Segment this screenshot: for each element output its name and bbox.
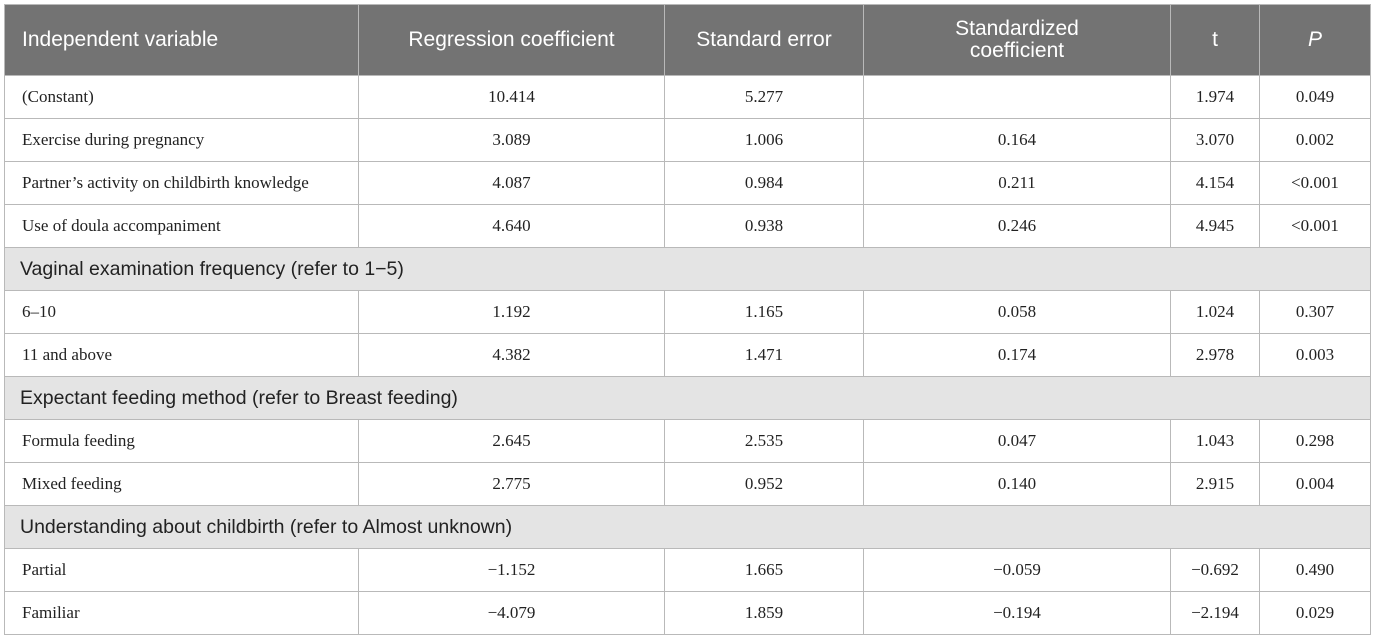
cell-standard-error: 0.952 bbox=[664, 462, 864, 506]
cell-p: 0.002 bbox=[1259, 118, 1371, 162]
cell-variable: Mixed feeding bbox=[4, 462, 359, 506]
cell-t: −2.194 bbox=[1170, 591, 1260, 635]
cell-t: 2.915 bbox=[1170, 462, 1260, 506]
cell-regression-coefficient: 2.775 bbox=[358, 462, 665, 506]
table-row: Formula feeding 2.645 2.535 0.047 1.043 0.298 bbox=[4, 419, 1371, 463]
cell-variable: Partial bbox=[4, 548, 359, 592]
cell-p: 0.004 bbox=[1259, 462, 1371, 506]
cell-p: 0.490 bbox=[1259, 548, 1371, 592]
cell-standard-error: 1.006 bbox=[664, 118, 864, 162]
table-row: Familiar −4.079 1.859 −0.194 −2.194 0.029 bbox=[4, 591, 1371, 635]
header-regression-coefficient: Regression coefficient bbox=[358, 4, 665, 76]
header-t: t bbox=[1170, 4, 1260, 76]
cell-p: 0.307 bbox=[1259, 290, 1371, 334]
cell-standard-error: 1.165 bbox=[664, 290, 864, 334]
cell-p: 0.029 bbox=[1259, 591, 1371, 635]
cell-regression-coefficient: −1.152 bbox=[358, 548, 665, 592]
cell-standardized-coefficient: 0.211 bbox=[863, 161, 1171, 205]
table-row: Use of doula accompaniment 4.640 0.938 0.24… bbox=[4, 204, 1371, 248]
cell-standardized-coefficient: 0.246 bbox=[863, 204, 1171, 248]
cell-variable: Formula feeding bbox=[4, 419, 359, 463]
table-row: Mixed feeding 2.775 0.952 0.140 2.915 0.004 bbox=[4, 462, 1371, 506]
cell-t: 1.043 bbox=[1170, 419, 1260, 463]
cell-t: 4.154 bbox=[1170, 161, 1260, 205]
header-p: P bbox=[1259, 4, 1371, 76]
cell-variable: Exercise during pregnancy bbox=[4, 118, 359, 162]
cell-regression-coefficient: 4.087 bbox=[358, 161, 665, 205]
cell-p: 0.298 bbox=[1259, 419, 1371, 463]
cell-standard-error: 1.471 bbox=[664, 333, 864, 377]
cell-standardized-coefficient bbox=[863, 75, 1171, 119]
cell-t: 2.978 bbox=[1170, 333, 1260, 377]
table-row: 11 and above 4.382 1.471 0.174 2.978 0.003 bbox=[4, 333, 1371, 377]
group-row: Understanding about childbirth (refer to… bbox=[4, 505, 1371, 549]
cell-regression-coefficient: 10.414 bbox=[358, 75, 665, 119]
table-row: Partial −1.152 1.665 −0.059 −0.692 0.490 bbox=[4, 548, 1371, 592]
cell-standard-error: 1.665 bbox=[664, 548, 864, 592]
cell-standardized-coefficient: 0.058 bbox=[863, 290, 1171, 334]
cell-p: 0.003 bbox=[1259, 333, 1371, 377]
cell-standard-error: 0.984 bbox=[664, 161, 864, 205]
cell-standardized-coefficient: 0.140 bbox=[863, 462, 1171, 506]
cell-variable: (Constant) bbox=[4, 75, 359, 119]
cell-t: 4.945 bbox=[1170, 204, 1260, 248]
table-row: Exercise during pregnancy 3.089 1.006 0.164… bbox=[4, 118, 1371, 162]
cell-regression-coefficient: −4.079 bbox=[358, 591, 665, 635]
cell-standard-error: 2.535 bbox=[664, 419, 864, 463]
group-label: Expectant feeding method (refer to Breas… bbox=[4, 376, 1371, 420]
cell-t: 3.070 bbox=[1170, 118, 1260, 162]
cell-p: <0.001 bbox=[1259, 204, 1371, 248]
cell-variable: 6–10 bbox=[4, 290, 359, 334]
cell-p: 0.049 bbox=[1259, 75, 1371, 119]
group-row: Vaginal examination frequency (refer to … bbox=[4, 247, 1371, 291]
cell-standardized-coefficient: 0.164 bbox=[863, 118, 1171, 162]
cell-standard-error: 5.277 bbox=[664, 75, 864, 119]
cell-variable: 11 and above bbox=[4, 333, 359, 377]
cell-p: <0.001 bbox=[1259, 161, 1371, 205]
cell-standard-error: 1.859 bbox=[664, 591, 864, 635]
cell-standardized-coefficient: 0.174 bbox=[863, 333, 1171, 377]
cell-t: −0.692 bbox=[1170, 548, 1260, 592]
cell-regression-coefficient: 1.192 bbox=[358, 290, 665, 334]
cell-variable: Partner’s activity on childbirth knowled… bbox=[4, 161, 359, 205]
table-header: Independent variable Regression coeffici… bbox=[4, 4, 1371, 76]
table-row: Partner’s activity on childbirth knowled… bbox=[4, 161, 1371, 205]
cell-regression-coefficient: 3.089 bbox=[358, 118, 665, 162]
cell-standard-error: 0.938 bbox=[664, 204, 864, 248]
cell-t: 1.974 bbox=[1170, 75, 1260, 119]
cell-standardized-coefficient: −0.194 bbox=[863, 591, 1171, 635]
cell-variable: Familiar bbox=[4, 591, 359, 635]
cell-variable: Use of doula accompaniment bbox=[4, 204, 359, 248]
header-standardized-coefficient: Standardized coefficient bbox=[863, 4, 1171, 76]
header-row: Independent variable Regression coeffici… bbox=[4, 4, 1371, 76]
cell-regression-coefficient: 4.640 bbox=[358, 204, 665, 248]
header-standardized-coefficient-label: Standardized coefficient bbox=[955, 17, 1079, 62]
group-label: Understanding about childbirth (refer to… bbox=[4, 505, 1371, 549]
group-row: Expectant feeding method (refer to Breas… bbox=[4, 376, 1371, 420]
header-standard-error: Standard error bbox=[664, 4, 864, 76]
table-body: (Constant) 10.414 5.277 1.974 0.049 Exercise … bbox=[4, 75, 1371, 635]
group-label: Vaginal examination frequency (refer to … bbox=[4, 247, 1371, 291]
cell-standardized-coefficient: −0.059 bbox=[863, 548, 1171, 592]
cell-t: 1.024 bbox=[1170, 290, 1260, 334]
cell-regression-coefficient: 2.645 bbox=[358, 419, 665, 463]
cell-regression-coefficient: 4.382 bbox=[358, 333, 665, 377]
table-row: 6–10 1.192 1.165 0.058 1.024 0.307 bbox=[4, 290, 1371, 334]
cell-standardized-coefficient: 0.047 bbox=[863, 419, 1171, 463]
table-row: (Constant) 10.414 5.277 1.974 0.049 bbox=[4, 75, 1371, 119]
header-independent-variable: Independent variable bbox=[4, 4, 359, 76]
regression-table: Independent variable Regression coeffici… bbox=[4, 4, 1371, 635]
